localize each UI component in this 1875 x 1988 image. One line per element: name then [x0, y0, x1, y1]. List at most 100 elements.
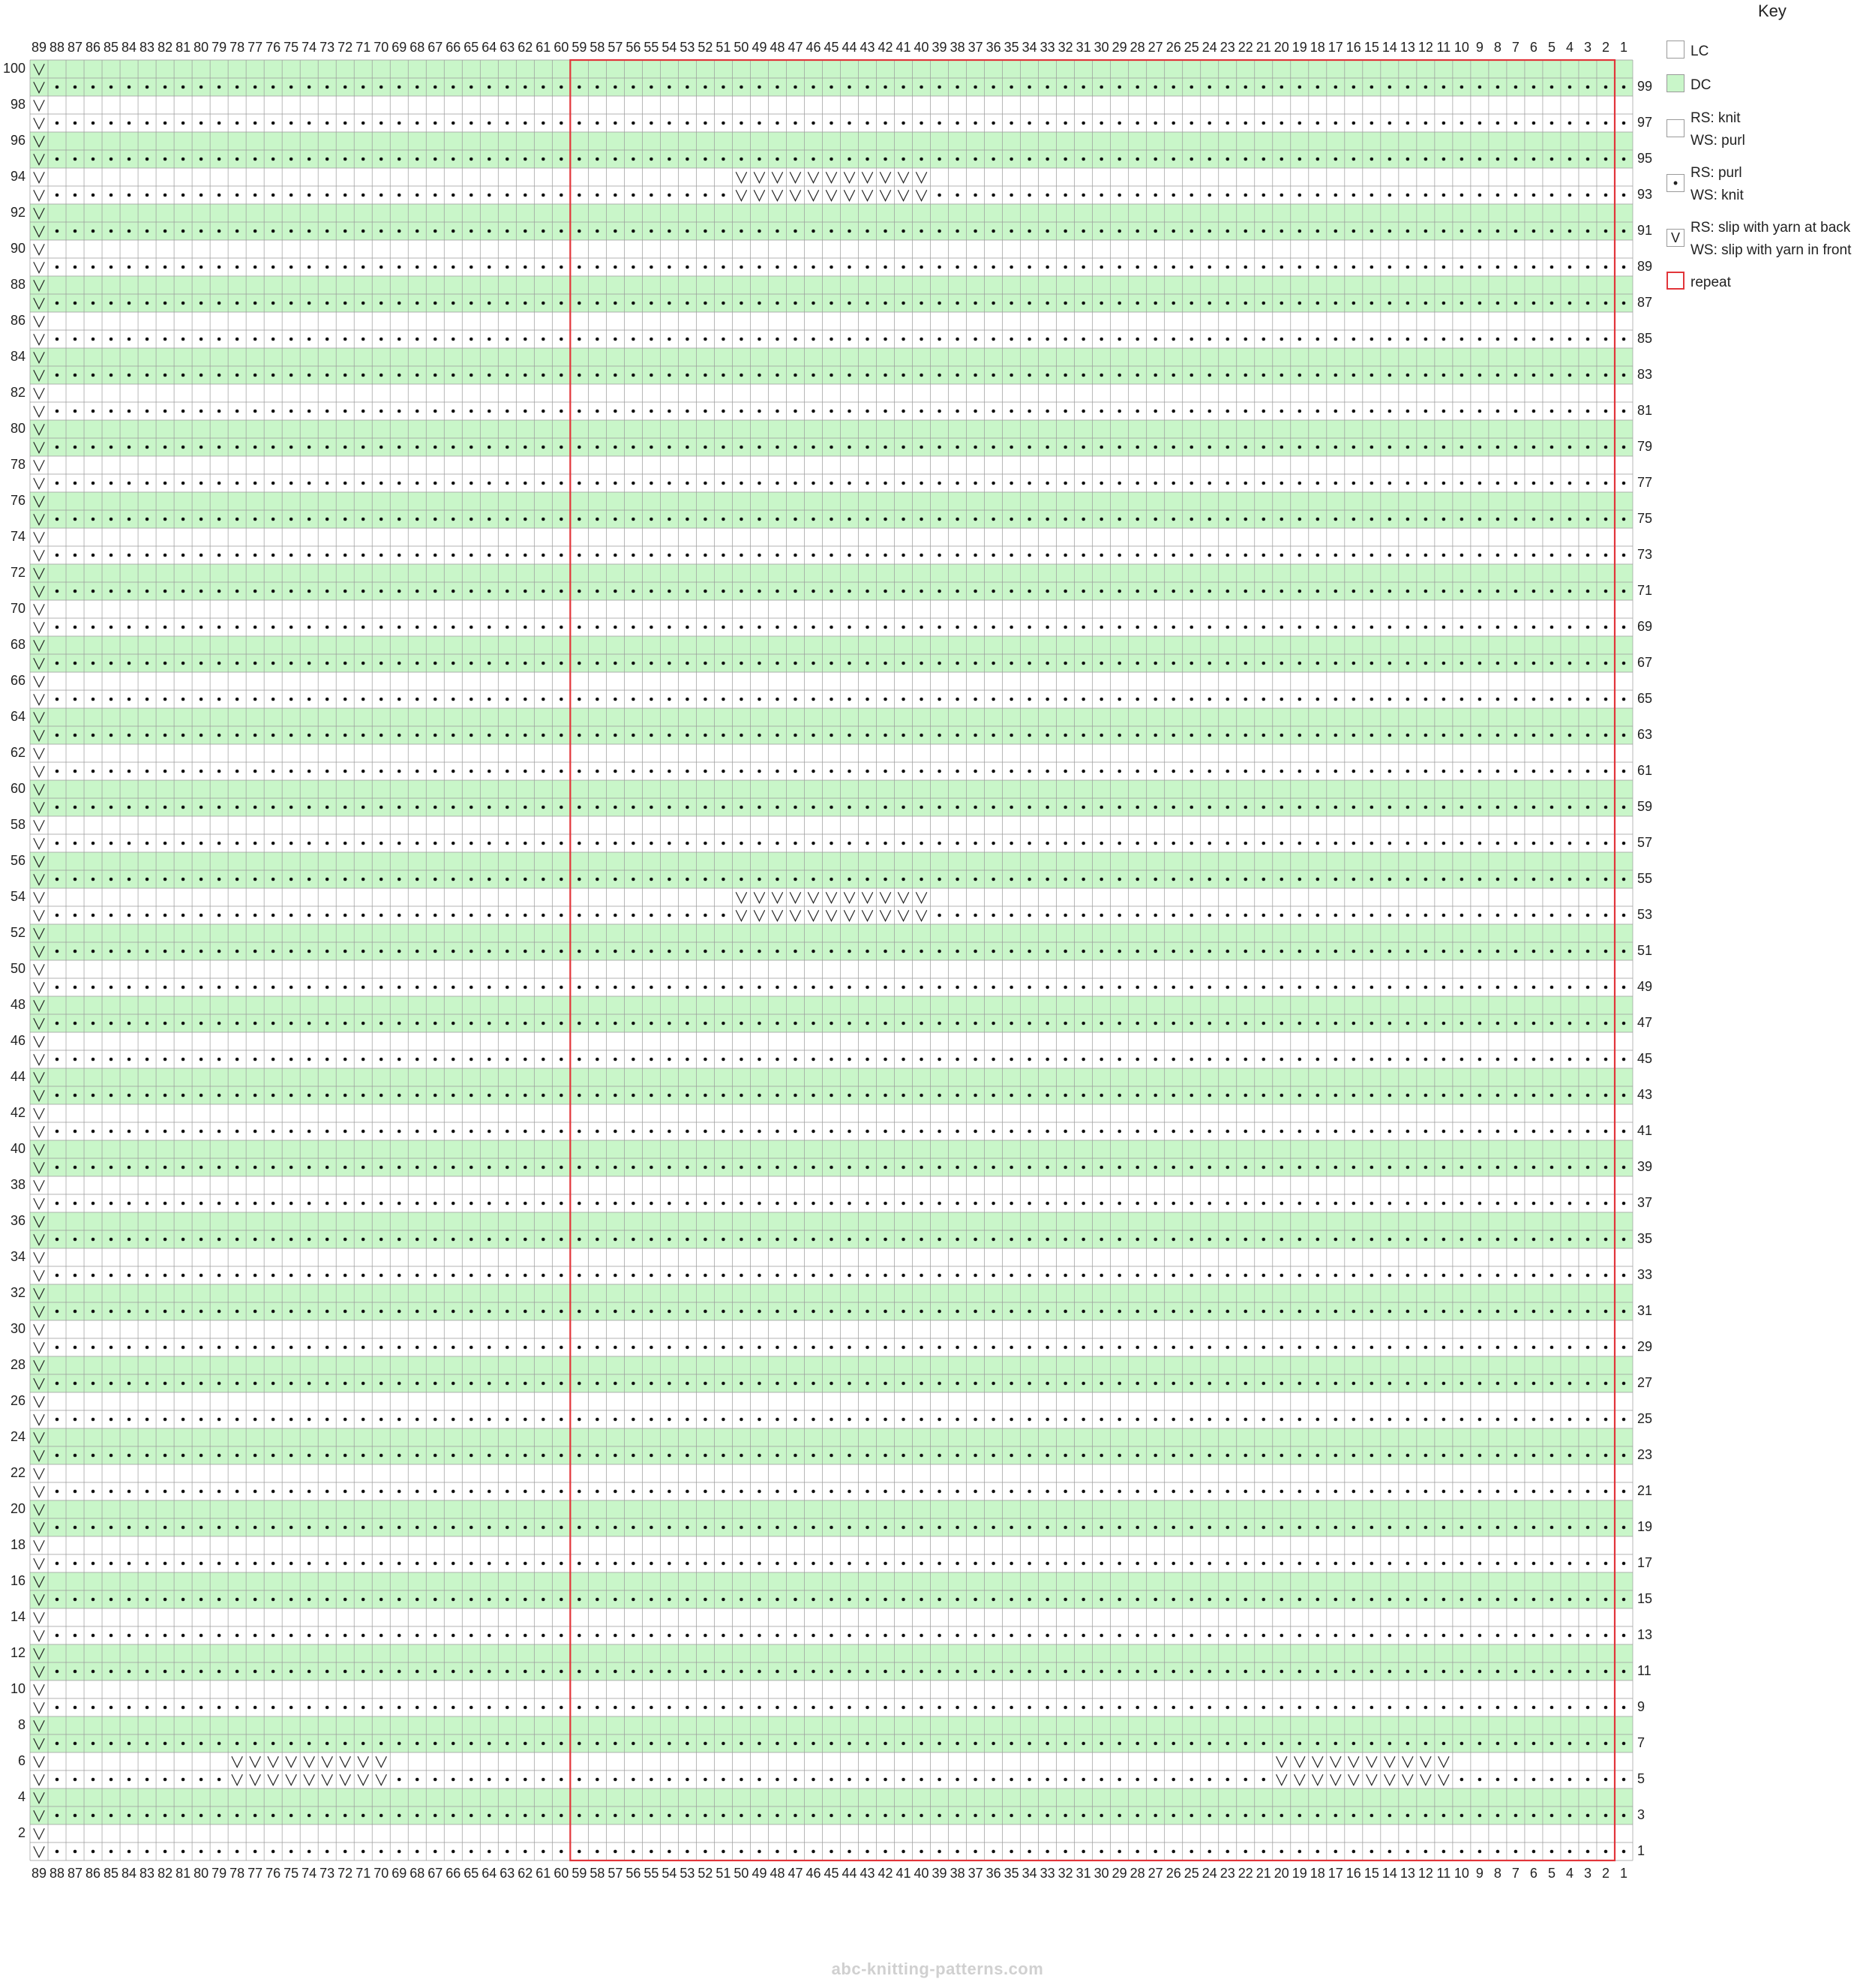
purl-stitch-icon	[1244, 769, 1248, 773]
purl-stitch-icon	[1154, 625, 1158, 629]
purl-stitch-icon	[253, 373, 257, 377]
purl-stitch-icon	[596, 841, 599, 845]
purl-stitch-icon	[307, 481, 311, 485]
purl-stitch-icon	[1298, 841, 1302, 845]
purl-stitch-icon	[1028, 373, 1031, 377]
purl-stitch-icon	[181, 661, 185, 665]
purl-stitch-icon	[866, 625, 869, 629]
purl-stitch-icon	[1280, 805, 1284, 809]
purl-stitch-icon	[830, 481, 833, 485]
purl-stitch-icon	[776, 733, 779, 737]
purl-stitch-icon	[361, 1345, 365, 1350]
purl-stitch-icon	[812, 1813, 815, 1818]
purl-stitch-icon	[415, 1381, 419, 1386]
purl-stitch-icon	[109, 985, 113, 989]
purl-stitch-icon	[307, 697, 311, 701]
purl-stitch-icon	[163, 1633, 167, 1638]
purl-stitch-icon	[1406, 1381, 1410, 1386]
purl-stitch-icon	[1280, 1021, 1284, 1026]
purl-stitch-icon	[992, 589, 995, 593]
purl-stitch-icon	[776, 589, 779, 593]
purl-stitch-icon	[1604, 697, 1608, 701]
purl-stitch-icon	[325, 769, 329, 773]
purl-stitch-icon	[632, 265, 635, 269]
purl-stitch-icon	[524, 805, 527, 809]
purl-stitch-icon	[199, 1021, 203, 1026]
purl-stitch-icon	[1316, 265, 1320, 269]
purl-stitch-icon	[307, 337, 311, 341]
purl-stitch-icon	[1190, 1165, 1194, 1170]
purl-stitch-icon	[614, 1093, 617, 1098]
purl-stitch-icon	[1028, 553, 1031, 557]
dc-row-band	[30, 852, 1633, 870]
purl-stitch-icon	[397, 805, 401, 809]
purl-stitch-icon	[343, 841, 347, 845]
purl-stitch-icon	[1496, 1633, 1500, 1638]
purl-stitch-icon	[1388, 409, 1392, 413]
purl-stitch-icon	[956, 733, 959, 737]
purl-stitch-icon	[415, 1669, 419, 1674]
purl-stitch-icon	[542, 661, 545, 665]
purl-stitch-icon	[199, 193, 203, 197]
purl-stitch-icon	[596, 265, 599, 269]
purl-stitch-icon	[1622, 805, 1626, 809]
purl-stitch-icon	[776, 805, 779, 809]
purl-stitch-icon	[1586, 1741, 1590, 1746]
purl-stitch-icon	[1064, 769, 1067, 773]
purl-stitch-icon	[1280, 409, 1284, 413]
purl-stitch-icon	[1604, 1021, 1608, 1026]
purl-stitch-icon	[542, 1849, 545, 1854]
purl-stitch-icon	[1082, 1057, 1085, 1062]
purl-stitch-icon	[1136, 193, 1139, 197]
purl-stitch-icon	[920, 85, 923, 89]
purl-stitch-icon	[1154, 661, 1158, 665]
purl-stitch-icon	[1460, 949, 1464, 953]
purl-stitch-icon	[1604, 193, 1608, 197]
purl-stitch-icon	[217, 517, 221, 521]
purl-stitch-icon	[1478, 1561, 1482, 1566]
column-number-bottom: 81	[176, 1866, 190, 1881]
purl-stitch-icon	[1388, 1381, 1392, 1386]
purl-stitch-icon	[451, 229, 455, 233]
purl-stitch-icon	[866, 1237, 869, 1242]
purl-stitch-icon	[1118, 121, 1121, 125]
purl-stitch-icon	[253, 1525, 257, 1530]
purl-stitch-icon	[163, 949, 167, 953]
slip-stitch-icon	[33, 1288, 45, 1301]
purl-stitch-icon	[1172, 553, 1176, 557]
purl-stitch-icon	[542, 337, 545, 341]
purl-stitch-icon	[181, 121, 185, 125]
purl-stitch-icon	[235, 1093, 239, 1098]
purl-stitch-icon	[379, 1561, 383, 1566]
purl-stitch-icon	[740, 1813, 743, 1818]
purl-stitch-icon	[524, 1309, 527, 1314]
purl-stitch-icon	[73, 841, 77, 845]
purl-stitch-icon	[1226, 229, 1230, 233]
column-number-top: 81	[176, 40, 190, 55]
purl-stitch-icon	[812, 1381, 815, 1386]
purl-stitch-icon	[1316, 1381, 1320, 1386]
purl-stitch-icon	[776, 949, 779, 953]
purl-stitch-icon	[91, 1057, 95, 1062]
purl-stitch-icon	[163, 409, 167, 413]
purl-stitch-icon	[1064, 1813, 1067, 1818]
purl-stitch-icon	[451, 769, 455, 773]
purl-stitch-icon	[145, 1021, 149, 1026]
purl-stitch-icon	[1388, 481, 1392, 485]
purl-stitch-icon	[181, 733, 185, 737]
purl-stitch-icon	[830, 1237, 833, 1242]
purl-stitch-icon	[974, 1813, 977, 1818]
purl-stitch-icon	[1622, 1561, 1626, 1566]
purl-stitch-icon	[1460, 1237, 1464, 1242]
purl-stitch-icon	[1424, 1453, 1428, 1458]
purl-stitch-icon	[992, 517, 995, 521]
dc-row-band	[30, 276, 1633, 294]
purl-stitch-icon	[830, 841, 833, 845]
purl-stitch-icon	[397, 409, 401, 413]
purl-stitch-icon	[902, 1669, 905, 1674]
purl-stitch-icon	[1046, 193, 1049, 197]
purl-stitch-icon	[920, 1597, 923, 1602]
purl-stitch-icon	[740, 1201, 743, 1206]
purl-stitch-icon	[505, 1705, 509, 1710]
purl-stitch-icon	[127, 1561, 131, 1566]
